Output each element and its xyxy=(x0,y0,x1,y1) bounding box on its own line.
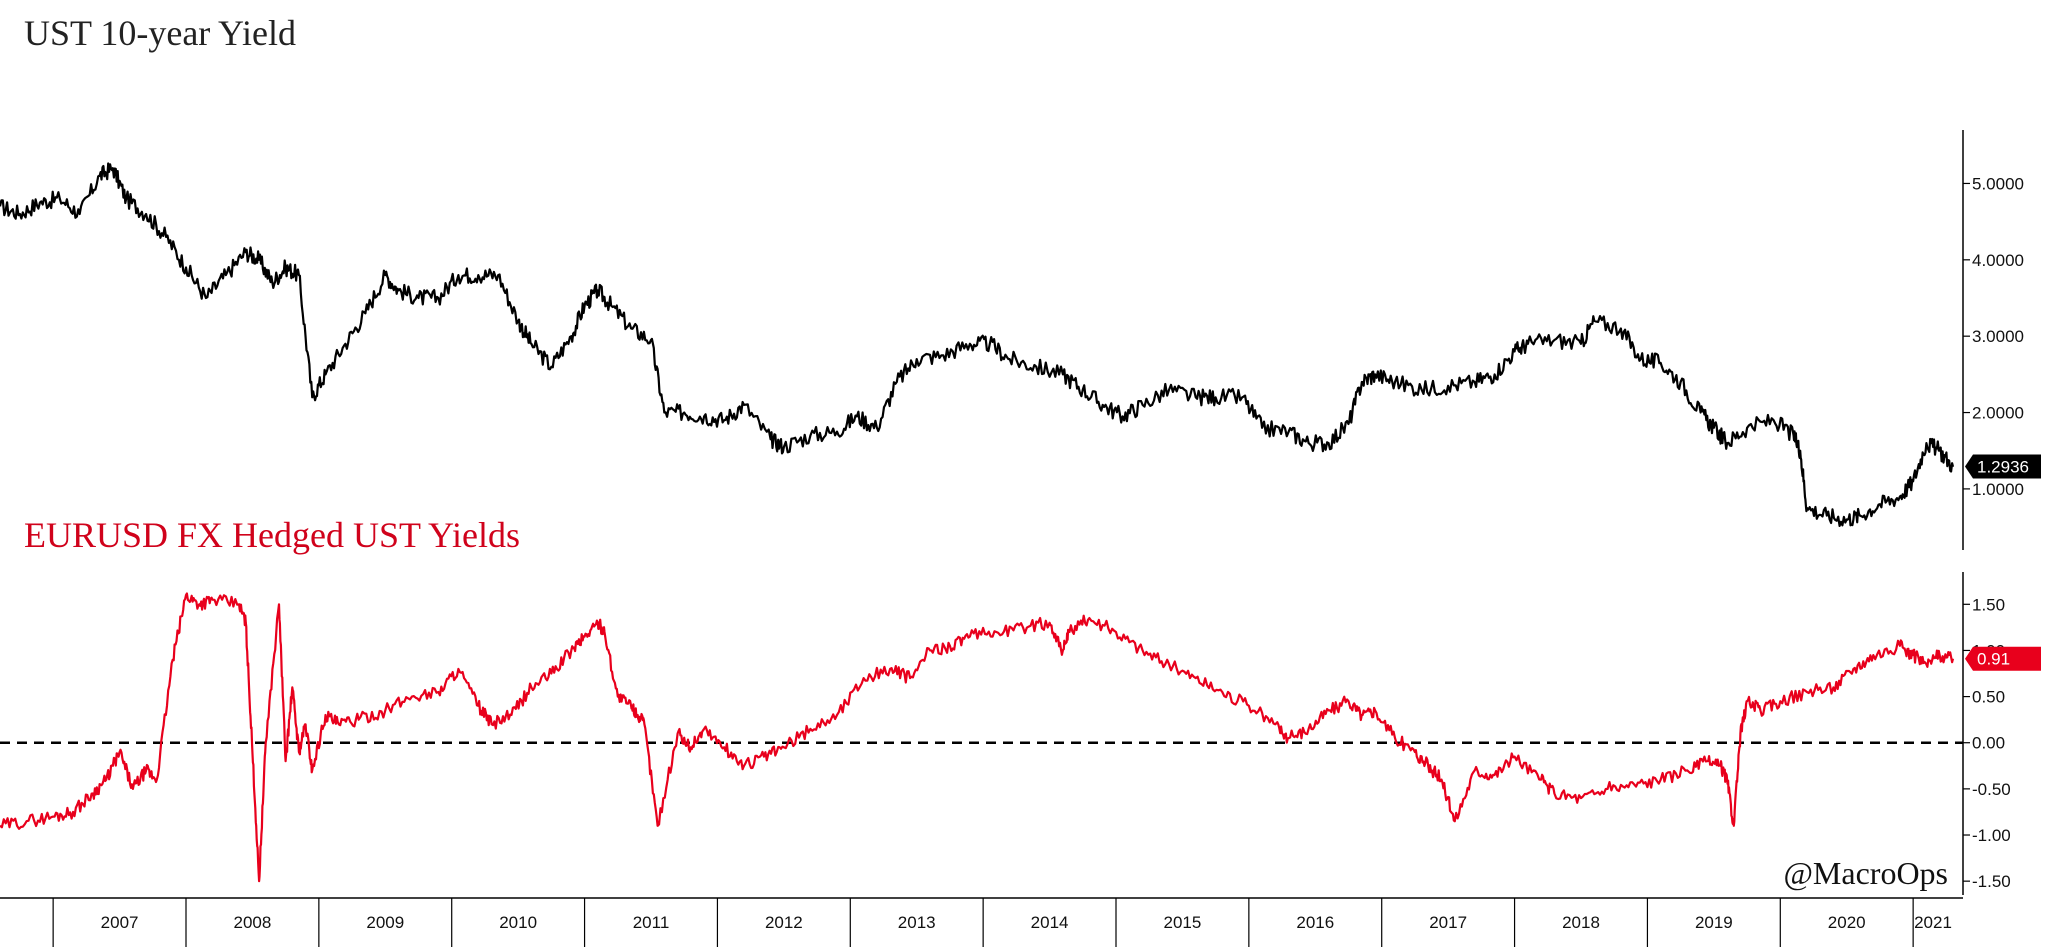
x-tick-label: 2018 xyxy=(1562,913,1600,932)
top-y-tick-label: 4.0000 xyxy=(1972,251,2024,270)
x-tick-label: 2007 xyxy=(101,913,139,932)
x-tick-label: 2008 xyxy=(234,913,272,932)
x-ticks: 2007 2008 2009 2010 2011 2012 2013 2014 2015 2016… xyxy=(52,898,1952,947)
bottom-y-tick-label: 1.50 xyxy=(1972,595,2005,614)
bottom-y-tick-label: 0.00 xyxy=(1972,734,2005,753)
top-y-tick-label: 3.0000 xyxy=(1972,327,2024,346)
x-tick-label: 2009 xyxy=(366,913,404,932)
bottom-chart-title: EURUSD FX Hedged UST Yields xyxy=(24,515,521,555)
x-tick-label: 2015 xyxy=(1164,913,1202,932)
top-y-tick-label: 1.0000 xyxy=(1972,480,2024,499)
top-panel: 5.0000 4.0000 3.0000 2.0000 1.0000 1.2936 xyxy=(0,130,2041,550)
x-tick-label: 2014 xyxy=(1031,913,1069,932)
bottom-series-line xyxy=(0,592,1955,883)
bottom-panel: 1.501.000.500.00-0.50-1.00-1.50 0.91 @Ma… xyxy=(0,572,2041,895)
bottom-y-tick-label: 0.50 xyxy=(1972,688,2005,707)
x-tick-label: 2011 xyxy=(633,913,670,932)
x-tick-label: 2020 xyxy=(1828,913,1866,932)
top-last-value-badge: 1.2936 xyxy=(1965,454,2041,479)
top-series-line xyxy=(0,162,1955,528)
x-tick-label: 2016 xyxy=(1296,913,1334,932)
top-last-value-label: 1.2936 xyxy=(1977,457,2029,476)
x-tick-label: 2012 xyxy=(765,913,803,932)
top-y-tick-label: 5.0000 xyxy=(1972,174,2024,193)
bottom-y-tick-label: -0.50 xyxy=(1972,780,2011,799)
x-tick-label: 2013 xyxy=(898,913,936,932)
bottom-y-ticks: 1.501.000.500.00-0.50-1.00-1.50 xyxy=(1963,595,2011,891)
top-y-tick-label: 2.0000 xyxy=(1972,404,2024,423)
top-y-ticks: 5.0000 4.0000 3.0000 2.0000 1.0000 xyxy=(1963,174,2024,499)
top-chart-title: UST 10-year Yield xyxy=(24,13,296,53)
bottom-last-value-badge-bg xyxy=(1965,646,2041,671)
bottom-last-value-label: 0.91 xyxy=(1977,650,2010,669)
top-last-value-badge-bg xyxy=(1965,454,2041,479)
x-tick-label: 2017 xyxy=(1429,913,1467,932)
bottom-y-tick-label: -1.00 xyxy=(1972,826,2011,845)
watermark: @MacroOps xyxy=(1783,855,1948,891)
x-tick-label: 2010 xyxy=(499,913,537,932)
bottom-y-tick-label: -1.50 xyxy=(1972,872,2011,891)
x-tick-label: 2019 xyxy=(1695,913,1733,932)
bottom-last-value-badge: 0.91 xyxy=(1965,646,2041,671)
x-axis: 2007 2008 2009 2010 2011 2012 2013 2014 2015 2016… xyxy=(0,897,1963,947)
x-tick-label: 2021 xyxy=(1914,913,1952,932)
